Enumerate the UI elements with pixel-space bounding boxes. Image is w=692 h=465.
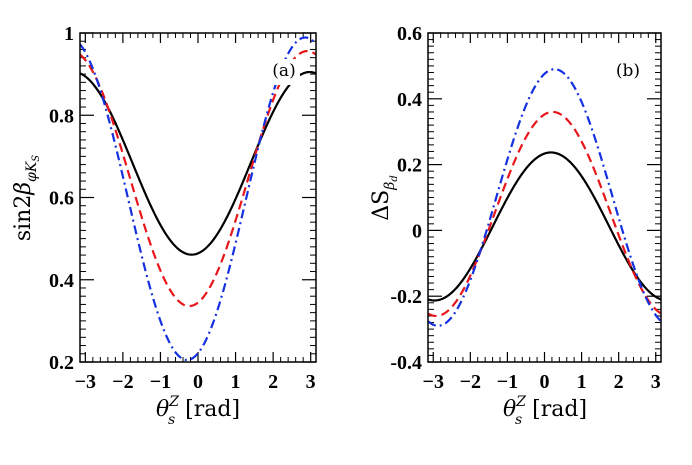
- x-axis-label: θZ s [rad]: [503, 394, 587, 428]
- x-tick-label: −3: [423, 371, 444, 393]
- x-axis-label: θZ s [rad]: [156, 394, 240, 428]
- plot-frame: [79, 32, 317, 363]
- series-line-dashed: [428, 110, 661, 318]
- y-tick-label: 0.4: [397, 89, 422, 111]
- series-group: [80, 36, 316, 362]
- panel-label-background: [611, 59, 645, 85]
- plot-frame: [427, 32, 662, 363]
- y-tick-label: 0.4: [49, 270, 74, 292]
- panel-a: −3 −2 −1 0 1 2 3 0.2 0.4 0.6 0.8 1 (a) θZ s [rad] si…: [11, 23, 317, 428]
- series-line-solid: [428, 151, 661, 302]
- series-group: [428, 68, 661, 327]
- panel-label: (b): [616, 61, 640, 81]
- y-tick-labels: 0.2 0.4 0.6 0.8 1: [49, 23, 74, 374]
- y-tick-label: 0.6: [49, 188, 74, 210]
- x-tick-labels: −3 −2 −1 0 1 2 3: [75, 371, 316, 393]
- tick-marks: [80, 32, 316, 363]
- x-tick-label: −2: [460, 371, 481, 393]
- y-tick-label: 0.2: [397, 155, 422, 177]
- x-tick-label: 1: [231, 371, 241, 393]
- y-tick-label: 0.8: [49, 105, 74, 127]
- x-tick-label: −2: [112, 371, 133, 393]
- series-line-dash-dot: [428, 68, 661, 327]
- x-tick-label: −3: [75, 371, 96, 393]
- y-axis-label: ΔSβd: [369, 175, 400, 220]
- series-line-dashed: [80, 49, 316, 308]
- panel-label: (a): [272, 61, 295, 81]
- y-tick-label: -0.2: [390, 286, 422, 308]
- y-axis-label: sin2βφKS: [11, 155, 42, 241]
- panel-b: −3 −2 −1 0 1 2 3 -0.4 -0.2 0 0.2 0.4 0.6 (b) θZ s [ra…: [369, 23, 662, 428]
- x-tick-label: −1: [150, 371, 171, 393]
- y-tick-labels: -0.4 -0.2 0 0.2 0.4 0.6: [390, 23, 422, 374]
- y-tick-label: 1: [64, 23, 74, 45]
- x-tick-label: 3: [651, 371, 661, 393]
- x-tick-label: 1: [577, 371, 587, 393]
- y-tick-label: 0.6: [397, 23, 422, 45]
- x-tick-label: 2: [268, 371, 278, 393]
- panel-label-background: [266, 59, 300, 85]
- y-tick-label: -0.4: [390, 352, 422, 374]
- series-line-solid: [80, 70, 316, 256]
- series-line-dash-dot: [80, 36, 316, 362]
- x-tick-label: 0: [540, 371, 550, 393]
- x-tick-label: 0: [193, 371, 203, 393]
- y-tick-label: 0.2: [49, 352, 74, 374]
- x-tick-label: 2: [614, 371, 624, 393]
- x-tick-labels: −3 −2 −1 0 1 2 3: [423, 371, 661, 393]
- y-tick-label: 0: [412, 220, 422, 242]
- x-tick-label: 3: [306, 371, 316, 393]
- x-tick-label: −1: [497, 371, 518, 393]
